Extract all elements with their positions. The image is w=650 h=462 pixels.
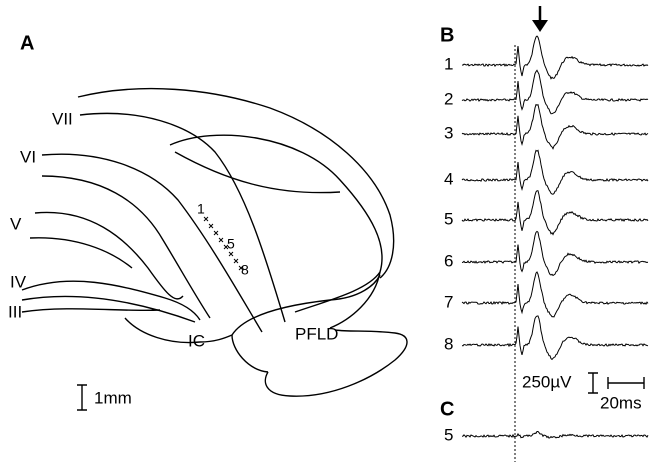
trace xyxy=(461,149,649,195)
trace-label: 1 xyxy=(444,54,453,73)
track-label: 5 xyxy=(227,236,235,252)
track-label: 1 xyxy=(197,201,205,217)
region-label: V xyxy=(10,214,22,233)
trace xyxy=(461,69,649,115)
trace-label: 2 xyxy=(444,89,453,108)
region-label: PFLD xyxy=(295,324,338,343)
trace-label: 5 xyxy=(444,209,453,228)
trace-label: 8 xyxy=(444,334,453,353)
scale-label: 20ms xyxy=(600,393,642,412)
region-label: VII xyxy=(52,109,73,128)
panel-label: B xyxy=(440,24,454,46)
trace xyxy=(461,103,649,150)
trace xyxy=(461,271,649,318)
track-cross xyxy=(213,230,219,236)
trace-label: 7 xyxy=(444,292,453,311)
panel-label: C xyxy=(440,398,454,420)
cerebellum-drawing xyxy=(21,87,408,411)
track-label: 8 xyxy=(241,262,249,278)
trace xyxy=(461,35,649,80)
scale-bar xyxy=(588,372,645,394)
track-cross xyxy=(218,237,224,243)
trace-label: 4 xyxy=(444,169,453,188)
region-label: VI xyxy=(20,147,36,166)
region-label: IV xyxy=(10,272,27,291)
arrow-head xyxy=(532,20,548,32)
scale-label: 250µV xyxy=(522,372,572,391)
trace-label: 5 xyxy=(444,425,453,444)
trace-label: 3 xyxy=(444,123,453,142)
track-cross xyxy=(238,265,244,271)
track-cross xyxy=(208,223,214,229)
track-cross xyxy=(203,216,209,222)
trace xyxy=(461,230,649,277)
trace xyxy=(461,315,649,361)
trace-label: 6 xyxy=(444,251,453,270)
track-cross xyxy=(233,258,239,264)
panel-label: A xyxy=(20,32,34,54)
scale-label: 1mm xyxy=(94,388,132,407)
track-cross xyxy=(223,244,229,250)
trace xyxy=(461,190,649,236)
trace xyxy=(461,431,649,439)
track-cross xyxy=(228,251,234,257)
region-label: IC xyxy=(188,331,205,350)
region-label: III xyxy=(8,302,22,321)
